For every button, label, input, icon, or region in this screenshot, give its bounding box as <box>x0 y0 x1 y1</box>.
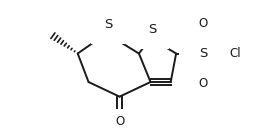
Text: O: O <box>199 17 208 30</box>
Text: S: S <box>104 18 112 31</box>
Text: O: O <box>115 115 124 128</box>
Text: S: S <box>148 23 156 36</box>
Text: Cl: Cl <box>230 47 241 60</box>
Text: O: O <box>199 77 208 90</box>
Text: S: S <box>199 47 208 60</box>
